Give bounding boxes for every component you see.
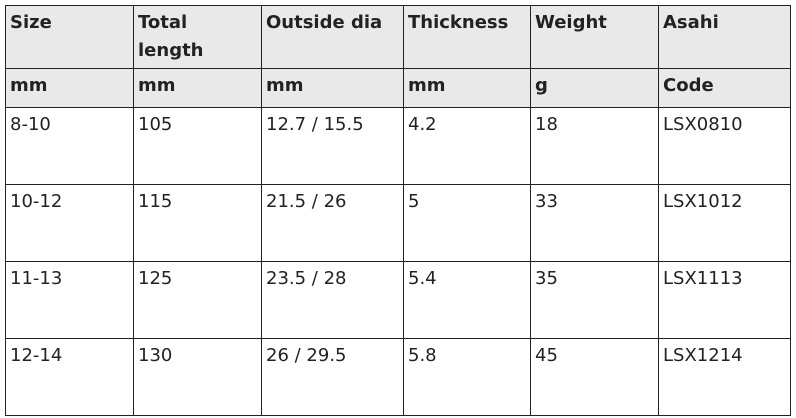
data-row-cell: 130 — [133, 338, 262, 416]
header-row-cell: Outside dia — [261, 5, 404, 69]
data-row-cell: LSX1113 — [658, 261, 791, 339]
data-row-cell: LSX0810 — [658, 107, 791, 185]
header-row: Size Total length Outside dia Thickness Weig… — [5, 5, 791, 69]
header-row-cell: Thickness — [403, 5, 531, 69]
units-row: mm mm mm mm g Code — [5, 68, 791, 108]
data-row-cell: 12-14 — [5, 338, 134, 416]
units-row-cell: mm — [261, 68, 404, 108]
data-row-cell: 8-10 — [5, 107, 134, 185]
data-row: 12-14 130 26 / 29.5 5.8 45 LSX1214 — [5, 338, 791, 416]
data-row-cell: 35 — [530, 261, 659, 339]
data-row-cell: 10-12 — [5, 184, 134, 262]
data-row-cell: 18 — [530, 107, 659, 185]
data-row-cell: 45 — [530, 338, 659, 416]
data-row-cell: 12.7 / 15.5 — [261, 107, 404, 185]
data-row: 8-10 105 12.7 / 15.5 4.2 18 LSX0810 — [5, 107, 791, 185]
table-body: Size Total length Outside dia Thickness Weig… — [5, 5, 791, 416]
header-row-cell: Asahi — [658, 5, 791, 69]
header-row-cell: Size — [5, 5, 134, 69]
data-row: 11-13 125 23.5 / 28 5.4 35 LSX1113 — [5, 261, 791, 339]
data-row-cell: 4.2 — [403, 107, 531, 185]
units-row-cell: mm — [5, 68, 134, 108]
data-row-cell: 5 — [403, 184, 531, 262]
data-row-cell: 11-13 — [5, 261, 134, 339]
spec-table: Size Total length Outside dia Thickness Weig… — [5, 5, 791, 416]
data-row: 10-12 115 21.5 / 26 5 33 LSX1012 — [5, 184, 791, 262]
data-row-cell: 33 — [530, 184, 659, 262]
data-row-cell: 23.5 / 28 — [261, 261, 404, 339]
units-row-cell: mm — [133, 68, 262, 108]
data-row-cell: LSX1012 — [658, 184, 791, 262]
header-row-cell: Total length — [133, 5, 262, 69]
header-row-cell: Weight — [530, 5, 659, 69]
units-row-cell: Code — [658, 68, 791, 108]
units-row-cell: g — [530, 68, 659, 108]
data-row-cell: 26 / 29.5 — [261, 338, 404, 416]
data-row-cell: 125 — [133, 261, 262, 339]
data-row-cell: 115 — [133, 184, 262, 262]
data-row-cell: LSX1214 — [658, 338, 791, 416]
data-row-cell: 5.4 — [403, 261, 531, 339]
data-row-cell: 5.8 — [403, 338, 531, 416]
units-row-cell: mm — [403, 68, 531, 108]
data-row-cell: 21.5 / 26 — [261, 184, 404, 262]
data-row-cell: 105 — [133, 107, 262, 185]
